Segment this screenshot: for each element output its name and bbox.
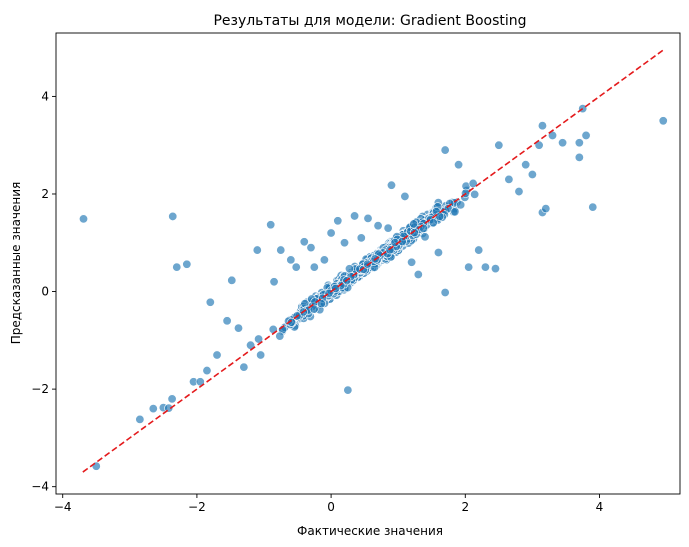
axes-frame	[55, 32, 681, 495]
y-tick-label: 2	[41, 187, 49, 201]
data-point	[182, 259, 192, 269]
data-point	[172, 262, 182, 272]
data-point	[333, 216, 343, 226]
data-point	[326, 228, 336, 238]
data-point	[440, 288, 450, 298]
data-point	[581, 130, 591, 140]
data-point	[309, 262, 319, 272]
data-point	[521, 160, 531, 170]
data-point	[537, 121, 547, 131]
y-tick-label: −4	[31, 480, 49, 494]
data-point	[440, 145, 450, 155]
data-points	[79, 104, 668, 471]
data-point	[205, 297, 215, 307]
data-point	[418, 223, 428, 233]
data-point	[234, 323, 244, 333]
y-tick-label: 0	[41, 285, 49, 299]
data-point	[409, 228, 419, 238]
data-point	[227, 275, 237, 285]
data-point	[490, 264, 500, 274]
plot-area	[79, 49, 668, 473]
data-point	[350, 211, 360, 221]
data-point	[168, 211, 178, 221]
data-point	[266, 220, 276, 230]
x-tick-label: 2	[461, 500, 469, 514]
x-tick-label: −2	[188, 500, 206, 514]
data-point	[435, 211, 445, 221]
x-tick-label: −4	[54, 500, 72, 514]
y-tick-label: 4	[41, 89, 49, 103]
data-point	[541, 204, 551, 214]
data-point	[413, 269, 423, 279]
data-point	[527, 169, 537, 179]
data-point	[386, 180, 396, 190]
chart-title: Результаты для модели: Gradient Boosting	[213, 13, 526, 29]
data-point	[494, 140, 504, 150]
data-point	[658, 116, 668, 126]
data-point	[356, 233, 366, 243]
x-tick-label: 4	[596, 500, 604, 514]
x-tick-label: 0	[327, 500, 335, 514]
data-point	[514, 187, 524, 197]
data-point	[340, 238, 350, 248]
data-point	[254, 334, 264, 344]
data-point	[373, 221, 383, 231]
data-point	[343, 385, 353, 395]
data-point	[450, 207, 460, 217]
data-point	[574, 152, 584, 162]
data-point	[588, 202, 598, 212]
data-point	[276, 245, 286, 255]
y-axis-label: Предсказанные значения	[9, 182, 23, 345]
data-point	[319, 255, 329, 265]
data-point	[420, 232, 430, 242]
data-point	[470, 189, 480, 199]
data-point	[252, 245, 262, 255]
data-point	[167, 394, 177, 404]
data-point	[135, 414, 145, 424]
data-point	[286, 317, 296, 327]
reference-line	[82, 49, 664, 473]
data-point	[239, 362, 249, 372]
data-point	[474, 245, 484, 255]
data-point	[400, 191, 410, 201]
data-point	[269, 277, 279, 287]
data-point	[306, 243, 316, 253]
data-point	[286, 255, 296, 265]
data-point	[409, 219, 419, 229]
data-point	[275, 331, 285, 341]
data-point	[222, 316, 232, 326]
data-point	[316, 299, 326, 309]
data-point	[79, 214, 89, 224]
data-point	[291, 262, 301, 272]
data-point	[428, 218, 438, 228]
data-point	[256, 350, 266, 360]
data-point	[383, 223, 393, 233]
data-point	[574, 138, 584, 148]
data-point	[344, 264, 354, 274]
data-point	[558, 138, 568, 148]
y-tick-label: −2	[31, 382, 49, 396]
data-point	[363, 213, 373, 223]
data-point	[148, 404, 158, 414]
data-point	[480, 262, 490, 272]
data-point	[212, 350, 222, 360]
data-point	[454, 160, 464, 170]
data-point	[299, 237, 309, 247]
data-point	[202, 366, 212, 376]
data-point	[433, 248, 443, 258]
data-point	[309, 304, 319, 314]
x-axis-label: Фактические значения	[297, 524, 443, 538]
data-point	[464, 262, 474, 272]
data-point	[397, 237, 407, 247]
data-point	[91, 461, 101, 471]
data-point	[504, 174, 514, 184]
data-point	[456, 200, 466, 210]
data-point	[407, 257, 417, 267]
